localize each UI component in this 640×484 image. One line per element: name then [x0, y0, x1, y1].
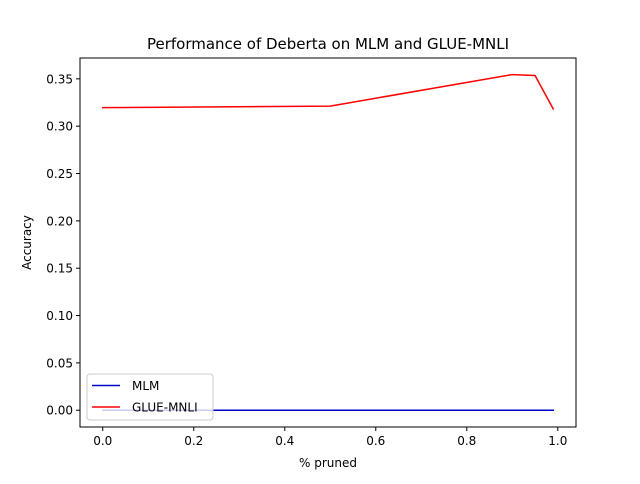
x-tick-label: 0.6	[366, 434, 385, 448]
chart-title: Performance of Deberta on MLM and GLUE-M…	[147, 35, 509, 53]
legend-label-mlm: MLM	[132, 379, 159, 393]
y-tick-label: 0.20	[46, 214, 73, 228]
legend: MLM GLUE-MNLI	[86, 373, 214, 421]
y-tick-label: 0.05	[46, 356, 73, 370]
y-tick-label: 0.10	[46, 309, 73, 323]
series-line-glue-mnli	[101, 73, 555, 110]
y-axis-label: Accuracy	[20, 215, 34, 270]
x-axis-label: % pruned	[299, 456, 357, 470]
y-tick-label: 0.25	[46, 167, 73, 181]
y-axis-ticks: 0.00 0.05 0.10 0.15 0.20 0.25 0.30 0.35	[46, 72, 80, 418]
y-tick-label: 0.35	[46, 72, 73, 86]
x-tick-label: 0.2	[184, 434, 203, 448]
x-tick-label: 0.0	[93, 434, 112, 448]
legend-label-glue-mnli: GLUE-MNLI	[132, 401, 198, 415]
x-tick-label: 0.4	[275, 434, 294, 448]
x-axis-ticks: 0.0 0.2 0.4 0.6 0.8 1.0	[93, 427, 567, 448]
series-lines	[101, 73, 555, 411]
x-tick-label: 1.0	[548, 434, 567, 448]
y-tick-label: 0.00	[46, 404, 73, 418]
x-tick-label: 0.8	[457, 434, 476, 448]
plot-frame	[79, 57, 577, 428]
y-tick-label: 0.15	[46, 262, 73, 276]
y-tick-label: 0.30	[46, 120, 73, 134]
